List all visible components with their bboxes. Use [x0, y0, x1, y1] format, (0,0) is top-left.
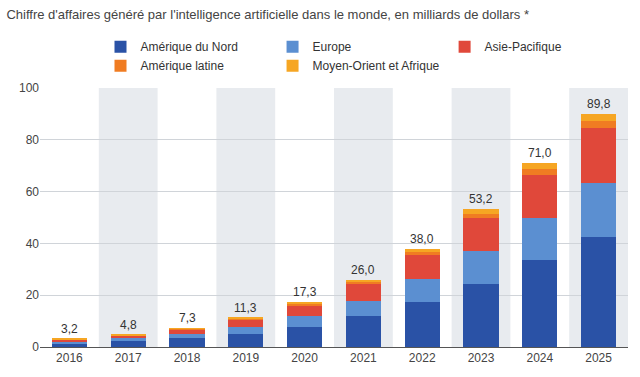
- svg-text:20: 20: [26, 288, 40, 302]
- svg-text:2023: 2023: [468, 351, 495, 365]
- svg-text:Amérique latine: Amérique latine: [141, 59, 225, 73]
- svg-text:40: 40: [26, 237, 40, 251]
- svg-text:7,3: 7,3: [179, 311, 196, 325]
- svg-text:26,0: 26,0: [351, 263, 375, 277]
- svg-text:38,0: 38,0: [410, 232, 434, 246]
- svg-text:17,3: 17,3: [293, 285, 317, 299]
- svg-text:11,3: 11,3: [234, 301, 257, 315]
- svg-text:2017: 2017: [115, 351, 142, 365]
- svg-text:2024: 2024: [526, 351, 553, 365]
- svg-text:0: 0: [32, 340, 39, 354]
- svg-text:2019: 2019: [232, 351, 259, 365]
- svg-text:80: 80: [26, 133, 40, 147]
- svg-text:2016: 2016: [56, 351, 83, 365]
- svg-text:2018: 2018: [174, 351, 201, 365]
- svg-text:2022: 2022: [409, 351, 436, 365]
- svg-text:Moyen-Orient et Afrique: Moyen-Orient et Afrique: [313, 59, 440, 73]
- svg-text:89,8: 89,8: [587, 97, 611, 111]
- svg-text:Amérique du Nord: Amérique du Nord: [141, 40, 238, 54]
- svg-text:2020: 2020: [291, 351, 318, 365]
- svg-text:Chiffre d'affaires généré par: Chiffre d'affaires généré par l'intellig…: [6, 7, 529, 22]
- svg-text:Asie-Pacifique: Asie-Pacifique: [485, 40, 562, 54]
- svg-text:3,2: 3,2: [61, 322, 78, 336]
- svg-text:71,0: 71,0: [528, 146, 552, 160]
- svg-text:2021: 2021: [350, 351, 377, 365]
- svg-text:100: 100: [19, 81, 39, 95]
- svg-text:Europe: Europe: [313, 40, 352, 54]
- svg-text:60: 60: [26, 185, 40, 199]
- svg-text:2025: 2025: [585, 351, 612, 365]
- svg-text:53,2: 53,2: [469, 192, 493, 206]
- svg-text:4,8: 4,8: [120, 318, 137, 332]
